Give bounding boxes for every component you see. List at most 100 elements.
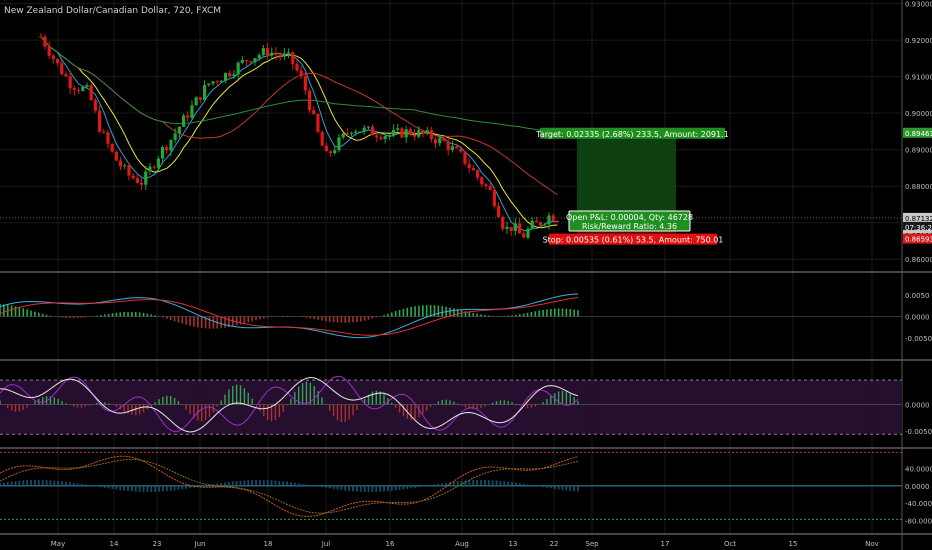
- candle-body: [547, 215, 551, 225]
- candle-body: [202, 85, 207, 100]
- macd-histogram-bar: [123, 312, 125, 317]
- oscillator-histogram-bar: [286, 404, 288, 406]
- candle-body: [358, 131, 362, 133]
- candle-body: [286, 52, 291, 54]
- oscillator-histogram-bar: [526, 404, 529, 408]
- macd-histogram-bar: [3, 304, 5, 317]
- time-tick-label: 22: [550, 540, 559, 548]
- oscillator-histogram-bar: [422, 404, 424, 415]
- candle-body: [81, 86, 85, 91]
- macd-histogram-bar: [398, 309, 401, 317]
- oscillator-histogram-bar: [41, 397, 44, 405]
- oscillator-histogram-bar: [379, 391, 381, 405]
- price-badge: [903, 221, 932, 232]
- macd-histogram-bar: [301, 316, 304, 318]
- time-tick-label: Oct: [724, 540, 736, 548]
- oscillator-histogram-bar: [69, 404, 71, 406]
- stoch-histogram-bar: [61, 481, 63, 486]
- candle-body: [270, 52, 274, 56]
- candle-body: [433, 139, 438, 144]
- oscillator-histogram-bar: [53, 397, 56, 405]
- long-position-tool[interactable]: [0, 132, 902, 238]
- macd-histogram-bar: [220, 316, 222, 329]
- candle-body: [454, 146, 459, 149]
- candle-body: [496, 206, 501, 217]
- candle-body: [219, 80, 223, 83]
- stoch-histogram-bar: [483, 479, 486, 486]
- macd-histogram-bar: [390, 312, 393, 317]
- oscillator-histogram-bar: [181, 404, 184, 406]
- stoch-histogram-bar: [181, 485, 184, 490]
- oscillator-histogram-bar: [73, 404, 75, 407]
- stoch-histogram-bar: [251, 480, 254, 486]
- macd-histogram-bar: [266, 316, 269, 318]
- stoch-histogram-bar: [266, 480, 269, 486]
- macd-histogram-bar: [100, 315, 102, 317]
- stoch-histogram-bar: [243, 480, 246, 486]
- oscillator-histogram-bar: [437, 401, 440, 405]
- oscillator-histogram-bar: [282, 404, 284, 412]
- macd-histogram-bar: [515, 314, 517, 317]
- stoch-tick-label: 0.0000: [905, 483, 930, 491]
- stoch-histogram-bar: [231, 481, 234, 486]
- macd-histogram-bar: [204, 316, 207, 329]
- stoch-histogram-bar: [561, 485, 564, 490]
- candle-body: [471, 168, 475, 171]
- oscillator-histogram-bar: [154, 402, 156, 405]
- stoch-histogram-bar: [565, 485, 568, 491]
- stoch-histogram-bar: [437, 483, 440, 486]
- macd-histogram-bar: [356, 316, 358, 323]
- stoch-histogram-bar: [511, 482, 513, 486]
- macd-histogram-bar: [449, 307, 451, 317]
- oscillator-histogram-bar: [457, 403, 459, 405]
- candle-body: [177, 126, 181, 134]
- stoch-histogram-bar: [115, 485, 118, 490]
- macd-histogram-bar: [41, 313, 44, 317]
- stoch-histogram-bar: [49, 480, 52, 486]
- price-tick-label: 0.91000: [905, 74, 932, 82]
- stoch-histogram-bar: [515, 482, 517, 486]
- stoch-histogram-bar: [464, 480, 467, 486]
- candle-body: [165, 147, 169, 151]
- candle-body: [509, 226, 513, 232]
- oscillator-histogram-bar: [449, 400, 451, 405]
- time-tick-label: Jun: [194, 540, 206, 548]
- candle-body: [555, 221, 559, 223]
- oscillator-histogram-bar: [394, 404, 397, 408]
- candle-body: [76, 89, 81, 91]
- oscillator-histogram-bar: [569, 393, 571, 405]
- macd-histogram-bar: [491, 315, 494, 317]
- oscillator-histogram-bar: [317, 391, 319, 405]
- macd-histogram-bar: [115, 312, 118, 317]
- oscillator-histogram-bar: [557, 391, 560, 405]
- macd-histogram-bar: [30, 310, 32, 317]
- macd-histogram-bar: [251, 316, 253, 322]
- stoch-histogram-bar: [414, 485, 416, 488]
- oscillator-histogram-bar: [297, 386, 300, 405]
- macd-histogram-bar: [134, 312, 137, 317]
- macd-histogram-bar: [162, 316, 164, 318]
- stoch-histogram-bar: [480, 479, 482, 486]
- stoch-histogram-bar: [557, 485, 560, 490]
- stoch-histogram-bar: [507, 481, 510, 486]
- target-label: Target: 0.02335 (2.68%) 233.5, Amount: 2…: [535, 130, 728, 139]
- stoch-histogram-bar: [328, 485, 331, 489]
- macd-histogram-bar: [243, 316, 246, 324]
- macd-histogram-bar: [305, 316, 308, 318]
- stoch-histogram-bar: [173, 485, 176, 491]
- candle-body: [446, 141, 450, 150]
- oscillator-histogram-bar: [445, 399, 447, 405]
- candle-body: [366, 126, 370, 128]
- oscillator-histogram-bar: [363, 399, 366, 405]
- time-tick-label: May: [51, 540, 65, 548]
- stoch-histogram-bar: [259, 479, 261, 486]
- macd-histogram-bar: [402, 308, 405, 317]
- stoch-histogram-bar: [138, 485, 141, 492]
- stoch-histogram-bar: [290, 482, 292, 486]
- stoch-histogram-bar: [452, 481, 455, 486]
- macd-histogram-bar: [437, 305, 440, 317]
- candle-body: [370, 126, 375, 136]
- stoch-histogram-bar: [68, 482, 71, 486]
- macd-histogram-bar: [472, 312, 475, 317]
